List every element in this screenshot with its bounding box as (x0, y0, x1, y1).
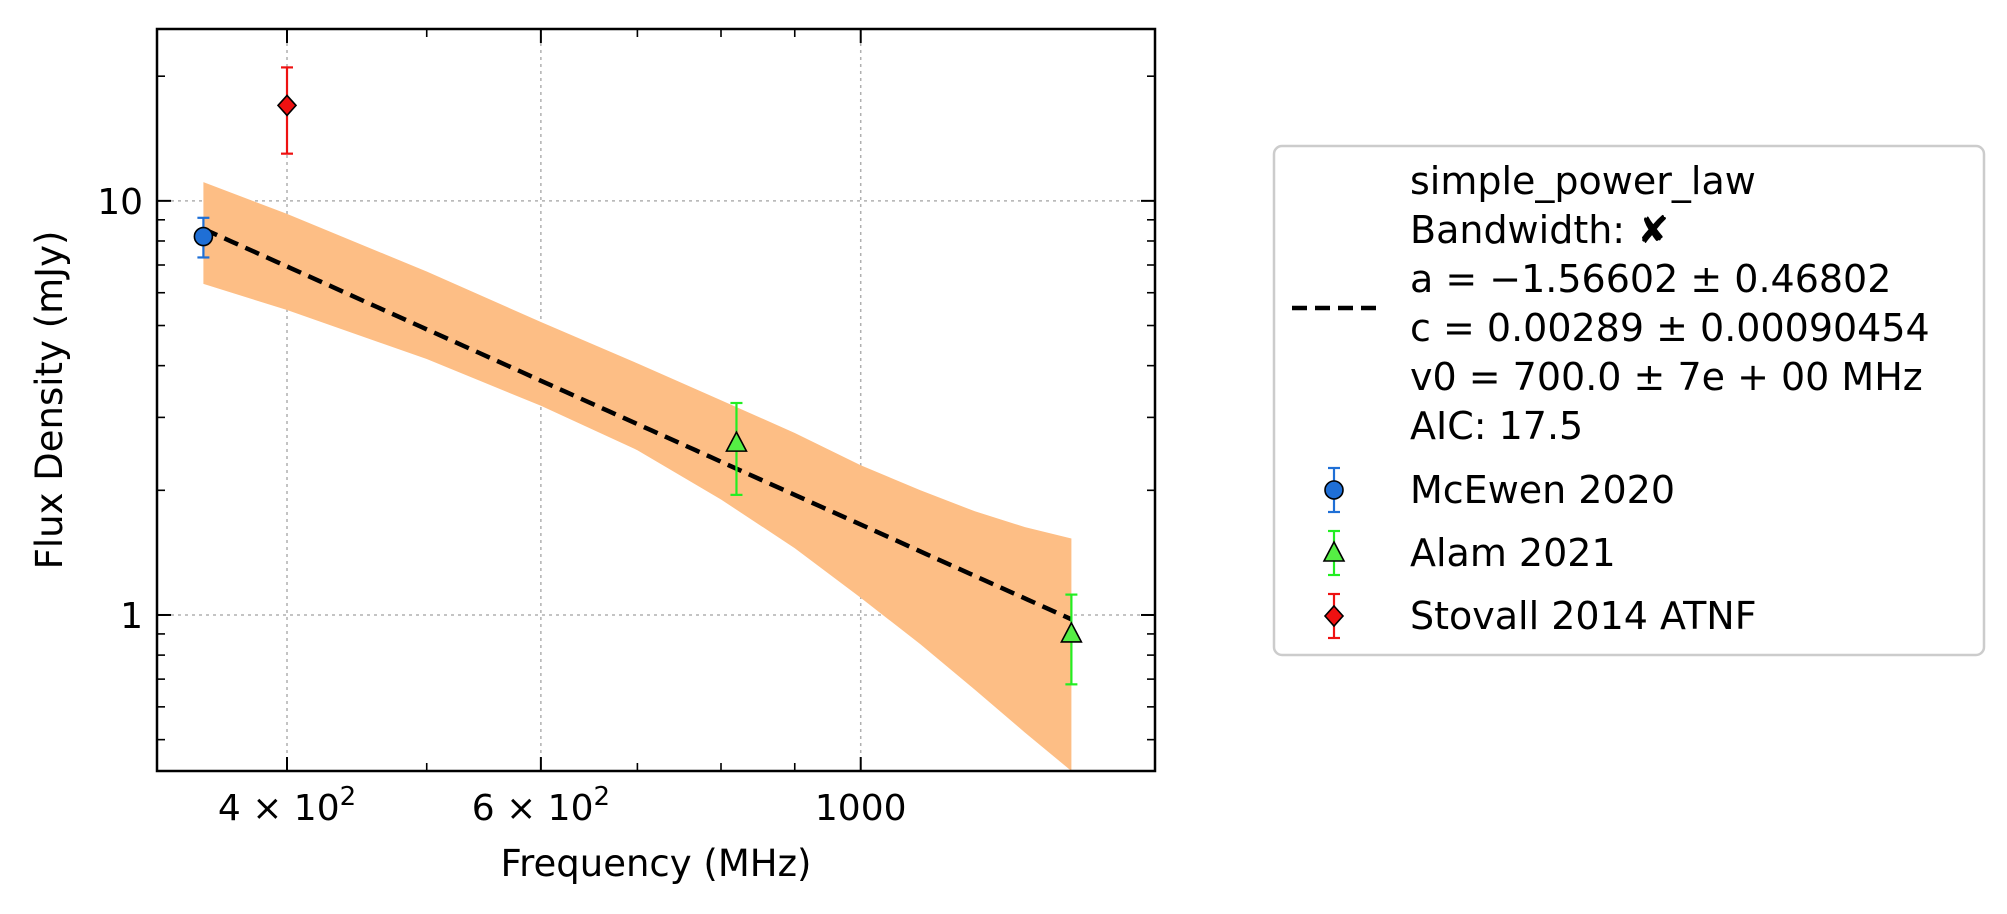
plot-frame (155, 27, 1157, 773)
x-axis-label: Frequency (MHz) (501, 842, 812, 885)
cross-icon: ✘ (1637, 208, 1669, 252)
confidence-band-group (203, 182, 1072, 771)
legend-fit-v0: v0 = 700.0 ± 7e + 00 MHz (1410, 355, 1923, 399)
data-points-group (193, 66, 1083, 686)
data-point-stovall-2014-atnf (276, 94, 298, 117)
legend-bandwidth-label: Bandwidth: (1410, 208, 1625, 252)
legend: simple_power_law Bandwidth: ✘ a = −1.566… (1272, 144, 1986, 657)
data-point-alam-2021 (725, 430, 748, 452)
fit-confidence-band (203, 182, 1072, 771)
axis-ticks: 4 × 102 6 × 102 1000 1 10 (97, 29, 1155, 829)
data-point-mcewen-2020 (193, 226, 214, 247)
legend-fit-model: simple_power_law (1410, 159, 1756, 203)
legend-fit-c: c = 0.00289 ± 0.00090454 (1410, 306, 1930, 350)
legend-frame (1272, 144, 1986, 657)
data-point-alam-2021 (1060, 621, 1083, 643)
legend-bandwidth: Bandwidth: ✘ (1410, 208, 1669, 252)
x-tick-label: 1000 (815, 788, 907, 829)
legend-marker-stovall-2014-atnf (1323, 604, 1345, 628)
x-tick-label: 4 × 102 (218, 782, 356, 829)
y-axis-label: Flux Density (mJy) (28, 231, 71, 570)
legend-fit-aic: AIC: 17.5 (1410, 404, 1583, 448)
fit-line (202, 226, 1073, 622)
y-tick-label: 10 (97, 182, 143, 223)
legend-label-mcewen-2020: McEwen 2020 (1410, 468, 1675, 512)
y-tick-label: 1 (120, 596, 143, 637)
legend-series-entries: McEwen 2020 Alam 2021 Stovall 2014 ATNF (1322, 466, 1757, 640)
x-tick-label: 6 × 102 (472, 782, 610, 829)
fit-line-group (202, 226, 1073, 622)
legend-marker-mcewen-2020 (1324, 480, 1344, 500)
legend-marker-alam-2021 (1322, 540, 1346, 562)
legend-label-stovall-2014-atnf: Stovall 2014 ATNF (1410, 594, 1757, 638)
legend-label-alam-2021: Alam 2021 (1410, 531, 1616, 575)
legend-fit-a: a = −1.56602 ± 0.46802 (1410, 257, 1891, 301)
